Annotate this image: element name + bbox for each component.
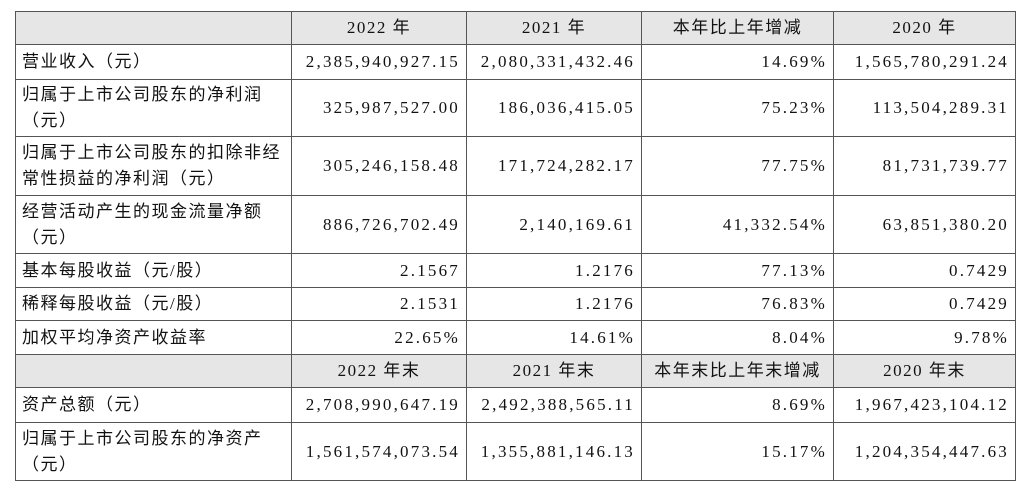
value-cell: 14.61% [466,320,642,355]
value-cell: 81,731,739.77 [833,136,1016,196]
data-row: 基本每股收益（元/股） 2.1567 1.2176 77.13% 0.7429 [15,253,1016,288]
value-cell: 22.65% [291,320,467,355]
value-cell: 0.7429 [833,253,1016,288]
header-cell: 2020 年 [833,11,1016,45]
row-label: 经营活动产生的现金流量净额（元） [15,195,292,254]
data-row: 加权平均净资产收益率 22.65% 14.61% 8.04% 9.78% [15,320,1016,355]
data-row: 营业收入（元） 2,385,940,927.15 2,080,331,432.46 1… [15,44,1016,80]
header-row: 2022 年 2021 年本年比上年增减 2020 年 [15,11,1016,45]
row-label: 营业收入（元） [15,44,292,80]
value-cell: 77.75% [641,136,834,196]
data-row: 经营活动产生的现金流量净额（元） 886,726,702.49 2,140,169.… [15,195,1016,254]
value-cell: 2,492,388,565.11 [466,387,642,423]
header-cell: 本年末比上年末增减 [641,354,834,388]
data-row: 归属于上市公司股东的净资产（元） 1,561,574,073.54 1,355,88… [15,422,1016,481]
value-cell: 77.13% [641,253,834,288]
row-label: 稀释每股收益（元/股） [15,287,292,321]
row-label: 加权平均净资产收益率 [15,320,292,355]
value-cell: 0.7429 [833,287,1016,321]
value-cell: 886,726,702.49 [291,195,467,254]
value-cell: 1,967,423,104.12 [833,387,1016,423]
value-cell: 113,504,289.31 [833,79,1016,137]
value-cell: 2,080,331,432.46 [466,44,642,80]
value-cell: 41,332.54% [641,195,834,254]
data-row: 归属于上市公司股东的扣除非经常性损益的净利润（元） 305,246,158.48 1… [15,136,1016,196]
value-cell: 14.69% [641,44,834,80]
header-cell: 2022 年 [291,11,467,45]
row-label: 基本每股收益（元/股） [15,253,292,288]
value-cell: 1.2176 [466,287,642,321]
table-body: 2022 年 2021 年本年比上年增减 2020 年营业收入（元） 2,385,94… [15,11,1016,481]
value-cell: 15.17% [641,422,834,481]
value-cell: 305,246,158.48 [291,136,467,196]
value-cell: 1,204,354,447.63 [833,422,1016,481]
value-cell: 8.69% [641,387,834,423]
row-label: 归属于上市公司股东的扣除非经常性损益的净利润（元） [15,136,292,196]
value-cell: 2,140,169.61 [466,195,642,254]
value-cell: 9.78% [833,320,1016,355]
header-cell [15,354,292,388]
value-cell: 1,561,574,073.54 [291,422,467,481]
value-cell: 2,385,940,927.15 [291,44,467,80]
header-cell: 2020 年末 [833,354,1016,388]
data-row: 资产总额（元） 2,708,990,647.19 2,492,388,565.11 8… [15,387,1016,423]
value-cell: 8.04% [641,320,834,355]
header-row: 2022 年末 2021 年末 本年末比上年末增减 2020 年末 [15,354,1016,388]
value-cell: 1,355,881,146.13 [466,422,642,481]
header-cell: 2021 年 [466,11,642,45]
value-cell: 76.83% [641,287,834,321]
value-cell: 2.1567 [291,253,467,288]
value-cell: 63,851,380.20 [833,195,1016,254]
header-cell: 2021 年末 [466,354,642,388]
row-label: 归属于上市公司股东的净利润（元） [15,79,292,137]
row-label: 归属于上市公司股东的净资产（元） [15,422,292,481]
value-cell: 2,708,990,647.19 [291,387,467,423]
value-cell: 325,987,527.00 [291,79,467,137]
value-cell: 1.2176 [466,253,642,288]
header-cell: 2022 年末 [291,354,467,388]
data-row: 稀释每股收益（元/股） 2.1531 1.2176 76.83% 0.7429 [15,287,1016,321]
value-cell: 1,565,780,291.24 [833,44,1016,80]
value-cell: 171,724,282.17 [466,136,642,196]
data-row: 归属于上市公司股东的净利润（元） 325,987,527.00 186,036,41… [15,79,1016,137]
header-cell [15,11,292,45]
value-cell: 2.1531 [291,287,467,321]
header-cell: 本年比上年增减 [641,11,834,45]
value-cell: 75.23% [641,79,834,137]
row-label: 资产总额（元） [15,387,292,423]
value-cell: 186,036,415.05 [466,79,642,137]
financial-table: 2022 年 2021 年本年比上年增减 2020 年营业收入（元） 2,385,94… [15,11,1016,481]
